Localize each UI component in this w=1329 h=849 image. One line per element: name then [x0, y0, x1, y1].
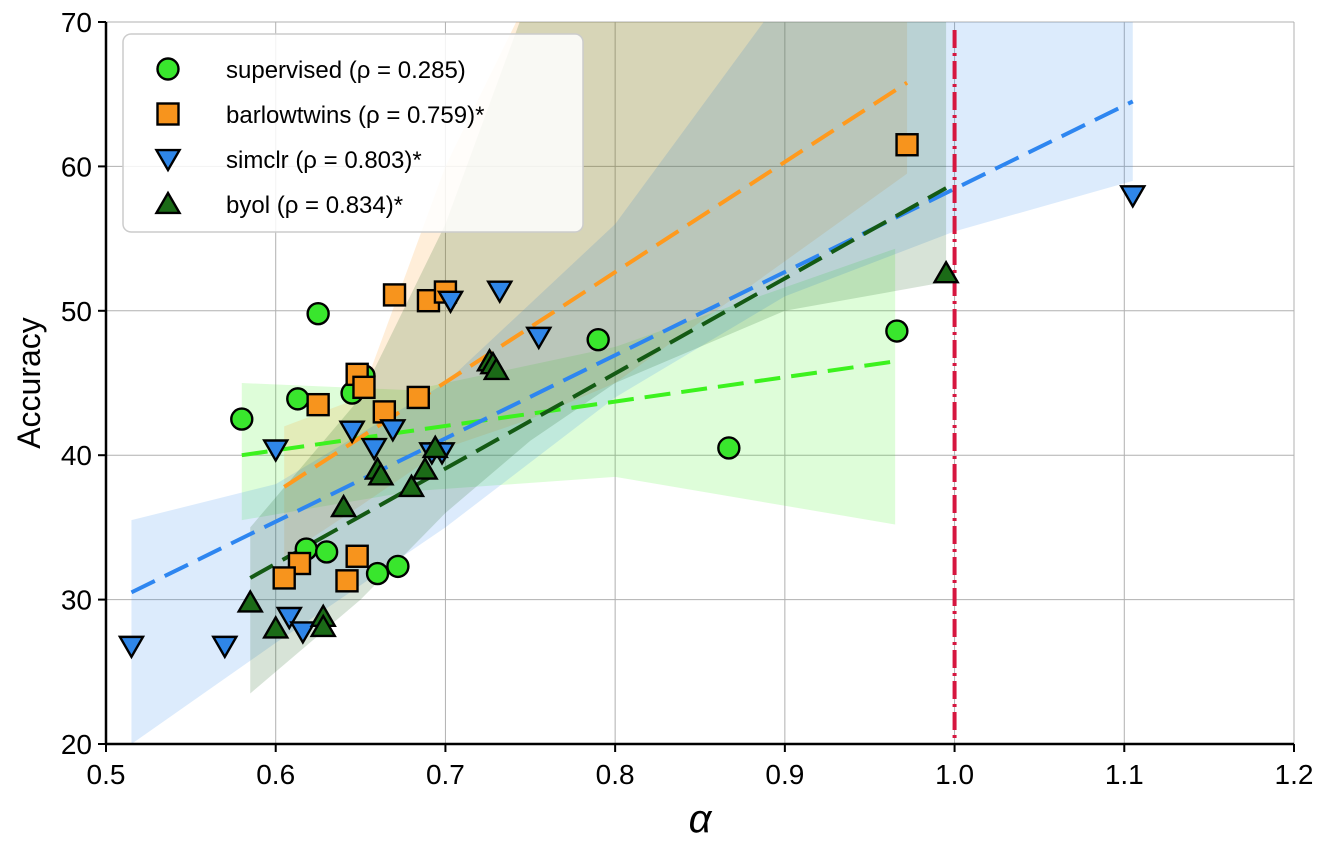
legend-supervised-label: supervised (ρ = 0.285)	[226, 57, 466, 84]
simclr-point	[211, 635, 239, 660]
data-points	[117, 133, 1147, 660]
byol-point	[482, 356, 510, 381]
byol-point	[421, 434, 449, 459]
supervised-point	[230, 407, 254, 431]
simclr-point	[360, 437, 388, 462]
barlowtwins-point	[406, 385, 430, 410]
x-tick-label: 0.7	[426, 759, 465, 790]
simclr-point	[117, 635, 146, 660]
legend-simclr-marker	[154, 148, 182, 173]
simclr-point	[436, 290, 465, 315]
byol-point	[411, 456, 439, 480]
simclr-point	[379, 419, 407, 443]
legend-supervised-marker	[156, 57, 180, 81]
supervised-point	[365, 561, 390, 586]
y-tick-label: 50	[61, 296, 92, 327]
barlowtwins-point	[335, 569, 359, 593]
x-tick-label: 1.1	[1105, 759, 1144, 790]
legend-byol-label: byol (ρ = 0.834)*	[226, 192, 403, 219]
barlowtwins-point	[345, 544, 369, 568]
y-tick-labels: 20 30 40 50 60 70	[61, 7, 92, 760]
axes	[98, 21, 1295, 752]
barlowtwins-point	[382, 283, 407, 307]
supervised-point	[717, 436, 741, 460]
barlowtwins-point	[272, 566, 296, 590]
byol-point	[367, 461, 395, 486]
x-tick-label: 0.6	[256, 759, 295, 790]
y-tick-label: 70	[61, 7, 92, 38]
supervised-point	[386, 554, 410, 579]
barlowtwins-point	[352, 375, 376, 400]
y-tick-label: 20	[61, 729, 92, 760]
legend-byol-marker	[154, 190, 182, 215]
x-axis-title: α	[689, 797, 713, 841]
byol-point	[262, 615, 290, 639]
barlowtwins-confidence-band	[284, 22, 908, 557]
byol-point	[309, 613, 337, 638]
simclr-point	[275, 606, 303, 631]
barlowtwins-point	[306, 392, 330, 417]
x-tick-label: 0.8	[596, 759, 635, 790]
supervised-point	[314, 540, 339, 564]
byol-point	[329, 493, 358, 518]
x-tick-label: 1.0	[935, 759, 974, 790]
x-tick-labels: 0.5 0.6 0.7 0.8 0.9 1.0 1.1 1.2	[87, 759, 1314, 790]
y-tick-label: 30	[61, 585, 92, 616]
simclr-point	[1119, 185, 1147, 209]
byol-point	[236, 589, 264, 613]
supervised-point	[586, 327, 610, 352]
x-tick-label: 1.2	[1275, 759, 1314, 790]
legend-barlowtwins-label: barlowtwins (ρ = 0.759)*	[226, 102, 484, 129]
legend-barlowtwins-marker	[156, 102, 180, 126]
y-tick-label: 40	[61, 440, 92, 471]
simclr-point	[289, 621, 317, 645]
simclr-point	[486, 280, 514, 305]
byol-fit-line	[249, 186, 948, 580]
legend-simclr-label: simclr (ρ = 0.803)*	[226, 147, 422, 174]
x-tick-label: 0.5	[87, 759, 126, 790]
byol-confidence-band	[250, 22, 947, 694]
simclr-point	[262, 439, 290, 463]
y-tick-label: 60	[61, 151, 92, 182]
supervised-point	[286, 387, 310, 411]
supervised-point	[885, 319, 909, 343]
legend: supervised (ρ = 0.285) barlowtwins (ρ = 0…	[122, 33, 584, 233]
legend-box	[122, 33, 584, 233]
simclr-fit-line	[130, 99, 1134, 595]
byol-point	[397, 473, 426, 498]
y-axis-title: Accuracy	[11, 317, 47, 449]
byol-point	[932, 259, 960, 284]
simclr-point	[338, 420, 366, 445]
barlowtwins-point	[895, 133, 919, 157]
simclr-point	[525, 326, 553, 351]
supervised-point	[306, 301, 330, 326]
x-tick-label: 0.9	[765, 759, 804, 790]
